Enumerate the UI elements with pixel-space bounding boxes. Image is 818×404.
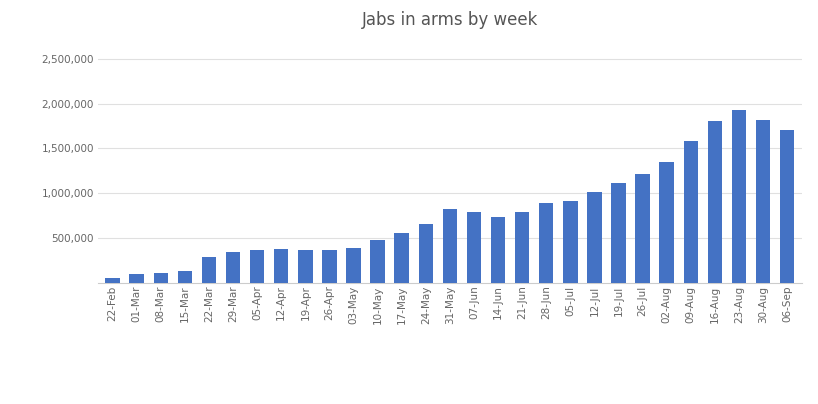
Bar xyxy=(371,240,384,283)
Bar xyxy=(587,192,602,283)
Bar xyxy=(394,233,409,283)
Bar xyxy=(684,141,698,283)
Bar xyxy=(659,162,674,283)
Bar xyxy=(491,217,506,283)
Bar xyxy=(298,250,312,283)
Bar xyxy=(780,130,794,283)
Bar xyxy=(539,203,554,283)
Bar xyxy=(322,250,337,283)
Bar xyxy=(129,274,144,283)
Bar xyxy=(178,271,192,283)
Bar xyxy=(346,248,361,283)
Bar xyxy=(274,249,289,283)
Bar xyxy=(732,110,746,283)
Bar xyxy=(154,274,168,283)
Bar xyxy=(443,209,457,283)
Bar xyxy=(515,212,529,283)
Bar xyxy=(202,257,216,283)
Bar xyxy=(636,175,649,283)
Bar xyxy=(226,252,240,283)
Bar xyxy=(419,224,433,283)
Bar xyxy=(708,121,722,283)
Bar xyxy=(611,183,626,283)
Bar xyxy=(563,201,578,283)
Bar xyxy=(467,212,481,283)
Bar xyxy=(250,250,264,283)
Title: Jabs in arms by week: Jabs in arms by week xyxy=(362,11,538,29)
Bar xyxy=(106,278,120,283)
Bar xyxy=(756,120,771,283)
